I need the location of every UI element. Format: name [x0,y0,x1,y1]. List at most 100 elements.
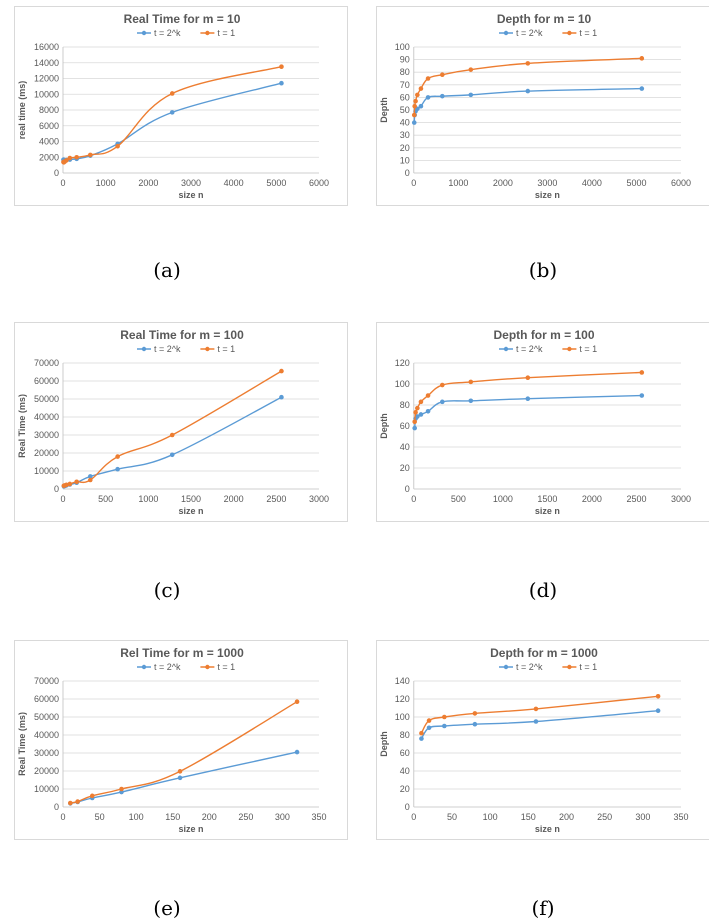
legend-marker-1 [141,346,147,352]
x-tick-label: 2000 [493,178,513,188]
data-point [413,410,418,415]
data-point [412,103,417,109]
y-tick-label: 100 [395,712,410,722]
chart-title: Depth for m = 10 [497,12,592,26]
x-tick-label: 300 [635,812,650,822]
data-point [419,736,424,741]
data-point [525,61,531,66]
x-tick-label: 5000 [266,178,286,188]
data-point [413,98,418,104]
data-point [525,375,531,380]
y-tick-label: 20 [400,463,410,473]
y-tick-label: 20 [400,784,410,794]
data-point [525,88,531,94]
legend: t = 2^k t = 1 [499,662,597,672]
data-point [67,481,73,487]
y-tick-label: 14000 [34,58,59,68]
legend: t = 2^k t = 1 [499,344,597,354]
chart-title: Depth for m = 1000 [490,646,598,660]
x-tick-label: 500 [451,494,466,504]
legend-marker-1 [141,664,147,670]
x-tick-label: 4000 [582,178,602,188]
chart-title: Depth for m = 100 [493,328,594,342]
x-tick-label: 150 [521,812,536,822]
y-axis-label: Real Time (ms) [17,712,27,776]
legend-marker-1 [503,664,509,670]
x-tick-label: 2500 [626,494,646,504]
x-tick-label: 2000 [582,494,602,504]
y-tick-label: 50000 [34,394,59,404]
data-point [418,86,424,91]
legend-marker-1 [141,30,147,36]
y-tick-label: 60000 [34,694,59,704]
chart-d-svg: Depth for m = 100 t = 2^k t = 1 0 20 40 60 80 10… [379,328,691,516]
x-axis-label: size n [535,190,560,200]
data-point [115,143,120,149]
x-tick-label: 2500 [266,494,286,504]
legend-label-2: t = 1 [579,344,597,354]
series-line-t-2k [63,396,282,487]
chart-panel-c: Real Time for m = 100 t = 2^k t = 1 0 10000 2… [14,322,348,522]
legend-label-2: t = 1 [579,662,597,672]
data-point [279,64,284,69]
data-point [415,405,420,411]
y-tick-label: 0 [54,484,59,494]
y-axis-label: real time (ms) [17,81,27,140]
data-point [279,394,284,400]
x-tick-label: 50 [95,812,105,822]
x-tick-label: 0 [60,812,65,822]
series-line-t-1 [420,695,659,734]
x-tick-label: 100 [483,812,498,822]
chart-panel-f: Depth for m = 1000 t = 2^k t = 1 0 20 40 60 80 1… [376,640,709,840]
data-point [74,154,79,160]
data-point [425,95,431,100]
data-point [533,719,539,724]
x-axis-label: size n [535,824,560,834]
data-point [655,708,661,713]
y-tick-label: 120 [395,694,410,704]
y-tick-label: 60 [400,92,410,102]
data-point [426,718,432,723]
data-point [418,412,424,417]
data-point [415,92,420,98]
data-point [655,694,661,699]
x-tick-label: 6000 [309,178,329,188]
data-point [426,725,432,731]
series-line-t-1 [63,370,282,487]
x-tick-label: 1000 [448,178,468,188]
y-tick-label: 120 [395,358,410,368]
y-tick-label: 20000 [34,448,59,458]
chart-title: Real Time for m = 10 [124,12,241,26]
x-tick-label: 350 [673,812,688,822]
series-line-t-2k [70,751,298,805]
data-point [67,155,73,161]
data-point [415,414,420,419]
x-tick-label: 500 [98,494,113,504]
legend-label-1: t = 2^k [154,28,181,38]
y-tick-label: 12000 [34,74,59,84]
x-tick-label: 200 [202,812,217,822]
y-tick-label: 70000 [34,676,59,686]
data-point [88,152,93,158]
x-axis-label: size n [178,506,203,516]
x-axis-label: size n [178,824,203,834]
y-tick-label: 100 [395,42,410,52]
data-point [468,398,474,404]
legend-label-1: t = 2^k [154,344,181,354]
y-axis-label: Real Time (ms) [17,394,27,458]
data-point [468,379,474,385]
series-line-t-2k [413,87,642,123]
x-tick-label: 5000 [626,178,646,188]
y-tick-label: 4000 [39,137,59,147]
y-tick-label: 16000 [34,42,59,52]
data-point [75,799,80,804]
data-point [639,393,645,398]
data-point [533,706,539,712]
data-point [169,110,175,115]
y-tick-label: 10000 [34,89,59,99]
data-point [412,419,417,425]
data-point [88,474,93,479]
data-point [64,158,69,163]
y-tick-label: 0 [54,168,59,178]
